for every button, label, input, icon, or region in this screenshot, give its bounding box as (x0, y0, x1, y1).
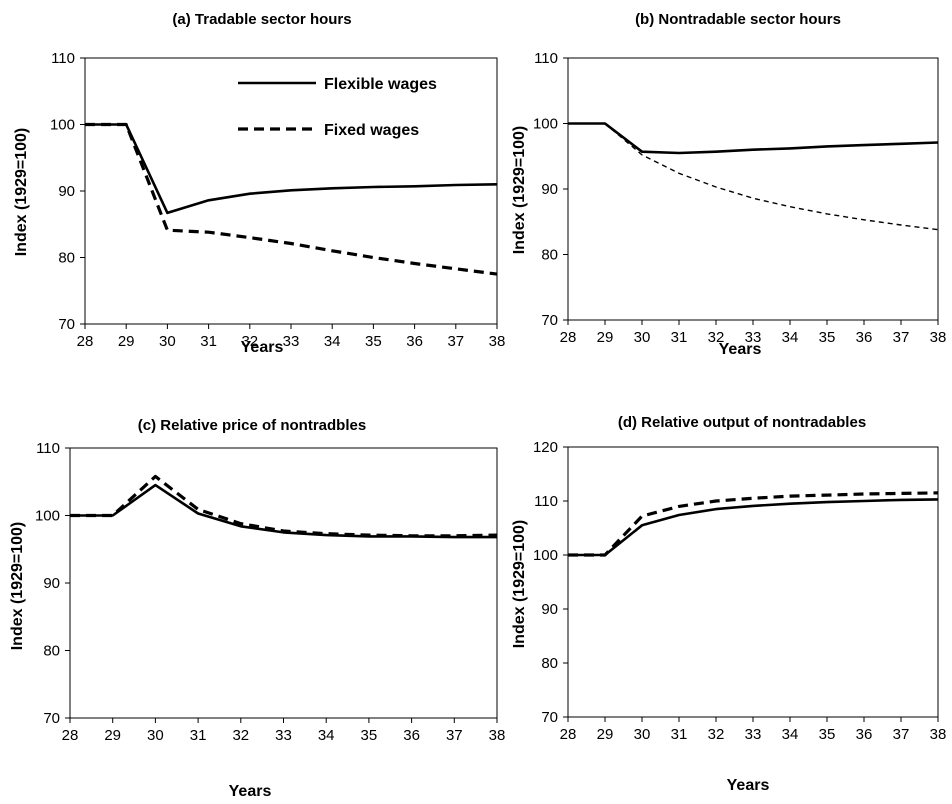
panel-a-y-tick-label: 70 (58, 316, 75, 333)
panel-c-x-tick-label: 38 (489, 727, 506, 744)
panel-b-series-broken-line (568, 122, 939, 231)
panel-d-x-tick-label: 35 (819, 726, 836, 743)
panel-c-x-tick-label: 28 (62, 727, 79, 744)
panel-d-x-tick-label: 28 (560, 726, 577, 743)
panel-b-x-tick-label: 30 (634, 329, 651, 346)
panel-d-y-tick-label: 100 (533, 547, 558, 564)
panel-b-ylabel: Index (1929=100) (511, 126, 528, 255)
panel-b-x-tick-label: 35 (819, 329, 836, 346)
panel-d-x-tick-label: 30 (634, 726, 651, 743)
panel-a-x-tick-label: 34 (324, 333, 341, 350)
panel-d-plot-frame (567, 446, 939, 718)
panel-c-x-tick-label: 31 (190, 727, 207, 744)
panel-a-xlabel: Years (241, 339, 284, 356)
panel-a: (a) Tradable sector hours Years Index (1… (13, 11, 505, 356)
panel-c-x-tick-label: 34 (318, 727, 335, 744)
panel-c-x-tick-label: 36 (403, 727, 420, 744)
panel-c-x-tick-label: 30 (147, 727, 164, 744)
panel-a-x-tick-label: 29 (118, 333, 135, 350)
panel-b-x-tick-label: 38 (930, 329, 947, 346)
panel-b-x-tick-label: 34 (782, 329, 799, 346)
panel-c-x-tick-label: 29 (104, 727, 121, 744)
panel-c-series-solid-line (70, 483, 497, 539)
panel-a-x-tick-label: 36 (406, 333, 423, 350)
panel-b-x-tick-label: 28 (560, 329, 577, 346)
panel-c-y-tick-label: 80 (43, 643, 60, 660)
panel-a-x-tick-label: 38 (489, 333, 506, 350)
panel-b-title: (b) Nontradable sector hours (635, 11, 841, 28)
panel-c-xlabel: Years (229, 783, 272, 800)
panel-b: (b) Nontradable sector hours Years Index… (511, 11, 946, 358)
panel-b-y-tick-label: 80 (541, 247, 558, 264)
panel-b-y-tick-label: 100 (533, 116, 558, 133)
panel-d-x-tick-label: 38 (930, 726, 947, 743)
panel-c-title: (c) Relative price of nontradbles (138, 417, 366, 434)
panel-a-y-tick-label: 80 (58, 250, 75, 267)
panel-d-x-tick-label: 32 (708, 726, 725, 743)
panel-b-x-tick-label: 32 (708, 329, 725, 346)
panel-a-y-tick-label: 100 (50, 117, 75, 134)
panel-d-x-tick-label: 33 (745, 726, 762, 743)
panel-b-x-tick-label: 31 (671, 329, 688, 346)
panel-b-x-tick-label: 29 (597, 329, 614, 346)
panel-a-x-tick-label: 31 (200, 333, 217, 350)
panel-d-y-tick-label: 70 (541, 709, 558, 726)
panel-d-x-tick-label: 36 (856, 726, 873, 743)
panel-b-series-solid-line (568, 122, 939, 155)
panel-d-title: (d) Relative output of nontradables (618, 414, 866, 431)
panel-a-series-solid-line (85, 123, 498, 215)
legend-label-1: Fixed wages (324, 122, 419, 139)
panel-d-x-tick-label: 31 (671, 726, 688, 743)
panel-a-x-tick-label: 32 (241, 333, 258, 350)
panel-c-x-tick-label: 33 (275, 727, 292, 744)
panel-d-ylabel: Index (1929=100) (511, 520, 528, 649)
panel-c-x-tick-label: 37 (446, 727, 463, 744)
panel-b-x-tick-label: 37 (893, 329, 910, 346)
panel-a-x-tick-label: 33 (283, 333, 300, 350)
panel-d-y-tick-label: 90 (541, 601, 558, 618)
panel-a-y-tick-label: 110 (51, 50, 75, 67)
panel-c-y-tick-label: 110 (36, 440, 60, 457)
panel-d: (d) Relative output of nontradables Year… (511, 414, 946, 794)
panel-d-x-tick-label: 29 (597, 726, 614, 743)
panel-a-x-tick-label: 28 (77, 333, 94, 350)
panel-b-y-tick-label: 90 (541, 181, 558, 198)
panel-c-y-tick-label: 70 (43, 710, 60, 727)
panel-c-plot-frame (69, 447, 498, 719)
panel-a-ylabel: Index (1929=100) (13, 128, 30, 257)
panel-d-y-tick-label: 80 (541, 655, 558, 672)
panel-c-x-tick-label: 32 (232, 727, 249, 744)
panel-a-x-tick-label: 35 (365, 333, 382, 350)
panel-b-plot-frame (567, 57, 939, 321)
panel-a-x-tick-label: 30 (159, 333, 176, 350)
panel-a-y-tick-label: 90 (58, 183, 75, 200)
panel-d-xlabel: Years (727, 777, 770, 794)
panel-d-x-tick-label: 37 (893, 726, 910, 743)
panel-b-x-tick-label: 33 (745, 329, 762, 346)
panel-c-y-tick-label: 90 (43, 575, 60, 592)
panel-b-y-tick-label: 70 (541, 312, 558, 329)
panel-c-y-tick-label: 100 (35, 508, 60, 525)
panel-d-y-tick-label: 120 (533, 439, 558, 456)
panel-c-ylabel: Index (1929=100) (9, 522, 26, 651)
legend-label-0: Flexible wages (324, 76, 437, 93)
panel-d-y-tick-label: 110 (534, 493, 558, 510)
panel-a-x-tick-label: 37 (447, 333, 464, 350)
panel-c: (c) Relative price of nontradbles Years … (9, 417, 505, 800)
panel-b-y-tick-label: 110 (534, 50, 558, 67)
panel-c-x-tick-label: 35 (361, 727, 378, 744)
panel-a-series-broken-line (85, 122, 498, 276)
panel-b-xlabel: Years (719, 341, 762, 358)
panel-b-x-tick-label: 36 (856, 329, 873, 346)
panel-d-x-tick-label: 34 (782, 726, 799, 743)
panel-d-series-solid-line (568, 498, 939, 557)
panel-d-series-broken-line (568, 491, 939, 557)
panel-a-title: (a) Tradable sector hours (172, 11, 351, 28)
panel-c-series-broken-line (70, 474, 498, 538)
